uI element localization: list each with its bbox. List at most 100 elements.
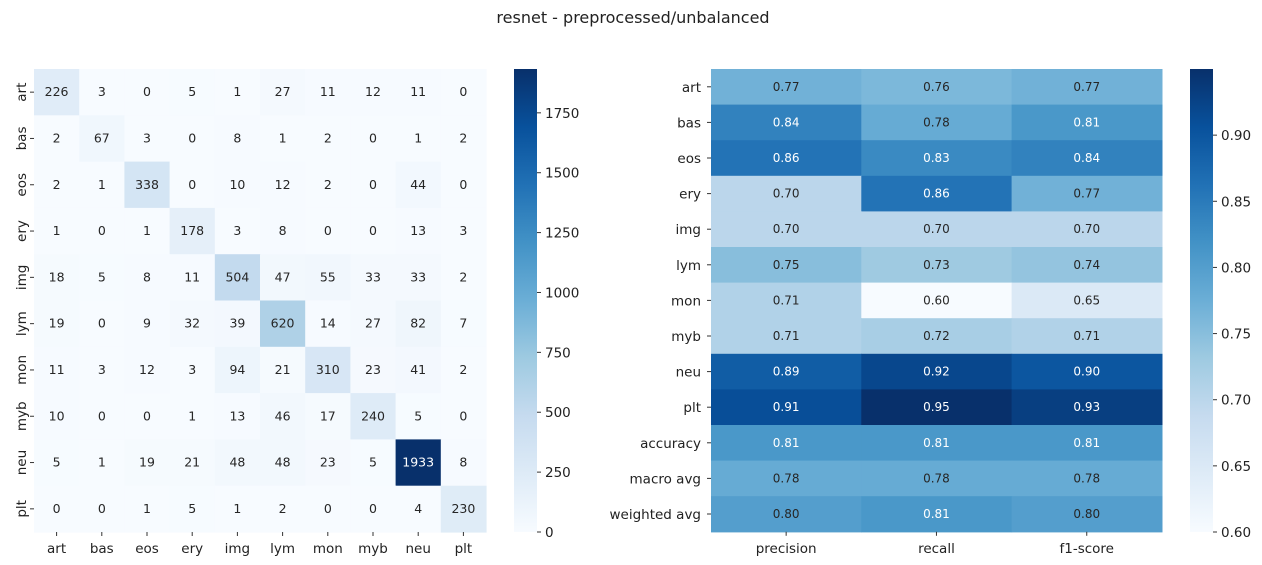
colorbar-tick-label: 0.70 [1221, 393, 1251, 409]
heatmap-cell [169, 300, 216, 348]
heatmap-cell [260, 393, 306, 440]
colorbar-tick-label: 0.65 [1221, 459, 1251, 475]
cell-value-label: 5 [369, 455, 377, 470]
cell-value-label: 0.95 [923, 400, 950, 414]
heatmap-cell [124, 69, 171, 116]
heatmap-cell [79, 115, 125, 163]
cell-value-label: 19 [49, 316, 65, 331]
cell-value-label: 0.77 [1073, 80, 1100, 94]
cell-value-label: 13 [229, 408, 245, 423]
cell-value-label: 21 [184, 455, 200, 470]
cell-value-label: 14 [320, 316, 336, 331]
heatmap-cell [214, 300, 261, 348]
cell-value-label: 0 [459, 177, 467, 192]
cell-value-label: 0 [98, 316, 106, 331]
heatmap-cell [395, 69, 442, 116]
heatmap-cell [395, 115, 442, 163]
colorbar-tick-label: 1750 [545, 106, 579, 122]
heatmap-cell [260, 254, 306, 302]
heatmap-cell [214, 115, 261, 163]
heatmap-cell [34, 393, 80, 440]
cell-value-label: 47 [275, 269, 291, 284]
y-tick-label: art [682, 80, 701, 96]
y-tick-label: eos [14, 173, 30, 197]
cell-value-label: 0.81 [773, 436, 800, 450]
heatmap-cell [34, 254, 80, 302]
colorbar-tick-label: 0.85 [1221, 194, 1251, 210]
colorbar-tick-label: 0.90 [1221, 128, 1251, 144]
cell-value-label: 0.84 [1073, 151, 1100, 165]
cell-value-label: 0 [369, 130, 377, 145]
cell-value-label: 0 [188, 177, 196, 192]
colorbar-tick-label: 1500 [545, 166, 579, 182]
cell-value-label: 310 [316, 362, 340, 377]
heatmap-cell [1011, 140, 1163, 177]
cell-value-label: 0 [98, 408, 106, 423]
cell-value-label: 0.92 [923, 365, 950, 379]
cell-value-label: 0.77 [773, 80, 800, 94]
cell-value-label: 3 [233, 223, 241, 238]
heatmap-cell [1011, 247, 1163, 284]
cell-value-label: 0 [98, 501, 106, 516]
heatmap-cell [1011, 353, 1163, 390]
cell-value-label: 620 [271, 316, 295, 331]
cell-value-label: 3 [98, 84, 106, 99]
heatmap-cell [440, 485, 487, 533]
heatmap-cell [711, 175, 862, 212]
heatmap-cell [350, 69, 397, 116]
cell-value-label: 0.81 [923, 436, 950, 450]
heatmap-cell [861, 104, 1013, 141]
heatmap-cell [79, 161, 125, 209]
heatmap-cell [350, 346, 397, 394]
cell-value-label: 5 [98, 269, 106, 284]
cell-value-label: 0.81 [1073, 436, 1100, 450]
cell-value-label: 12 [139, 362, 155, 377]
heatmap-cell [260, 69, 306, 116]
y-tick-label: plt [14, 500, 30, 518]
heatmap-cell [34, 161, 80, 209]
heatmap-cell [1011, 460, 1163, 497]
x-tick-label: bas [90, 541, 114, 557]
cell-value-label: 3 [459, 223, 467, 238]
cell-value-label: 3 [143, 130, 151, 145]
cell-value-label: 0.78 [773, 471, 800, 485]
cell-value-label: 94 [229, 362, 245, 377]
x-tick-label: myb [358, 541, 388, 557]
cell-value-label: 0.60 [923, 293, 950, 307]
classification-report-colorbar: 0.60 0.65 0.70 0.75 0.80 0.85 0.90 [1190, 69, 1251, 541]
cell-value-label: 1 [279, 130, 287, 145]
heatmap-cell [79, 254, 125, 302]
heatmap-cell [305, 485, 351, 533]
heatmap-cell [124, 485, 171, 533]
cell-value-label: 12 [365, 84, 381, 99]
cell-value-label: 46 [275, 408, 291, 423]
heatmap-cell [260, 115, 306, 163]
colorbar-tick-label: 0 [545, 525, 554, 541]
cell-value-label: 0 [188, 130, 196, 145]
heatmap-cell [395, 254, 442, 302]
heatmap-cell [861, 425, 1013, 462]
cell-value-label: 0.70 [1073, 222, 1100, 236]
heatmap-cell [79, 485, 125, 533]
heatmap-cell [305, 346, 351, 394]
cell-value-label: 2 [459, 269, 467, 284]
cell-value-label: 0.93 [1073, 400, 1100, 414]
confusion-matrix-colorbar: 0 250 500 750 1000 1250 1500 1750 [514, 69, 579, 541]
cell-value-label: 0.78 [1073, 471, 1100, 485]
cell-value-label: 0.89 [773, 365, 800, 379]
cell-value-label: 0.86 [773, 151, 800, 165]
cell-value-label: 0 [143, 408, 151, 423]
heatmap-cell [214, 485, 261, 533]
heatmap-cell [395, 439, 442, 487]
heatmap-cell [1011, 318, 1163, 355]
colorbar-gradient [1190, 69, 1213, 532]
heatmap-cell [711, 353, 862, 390]
cell-value-label: 10 [49, 408, 65, 423]
cell-value-label: 5 [188, 501, 196, 516]
cell-value-label: 0.84 [773, 115, 800, 129]
heatmap-cell [79, 69, 125, 116]
cell-value-label: 0 [369, 177, 377, 192]
colorbar-gradient [514, 69, 537, 532]
x-tick-label: precision [756, 541, 817, 557]
heatmap-cell [861, 282, 1013, 319]
